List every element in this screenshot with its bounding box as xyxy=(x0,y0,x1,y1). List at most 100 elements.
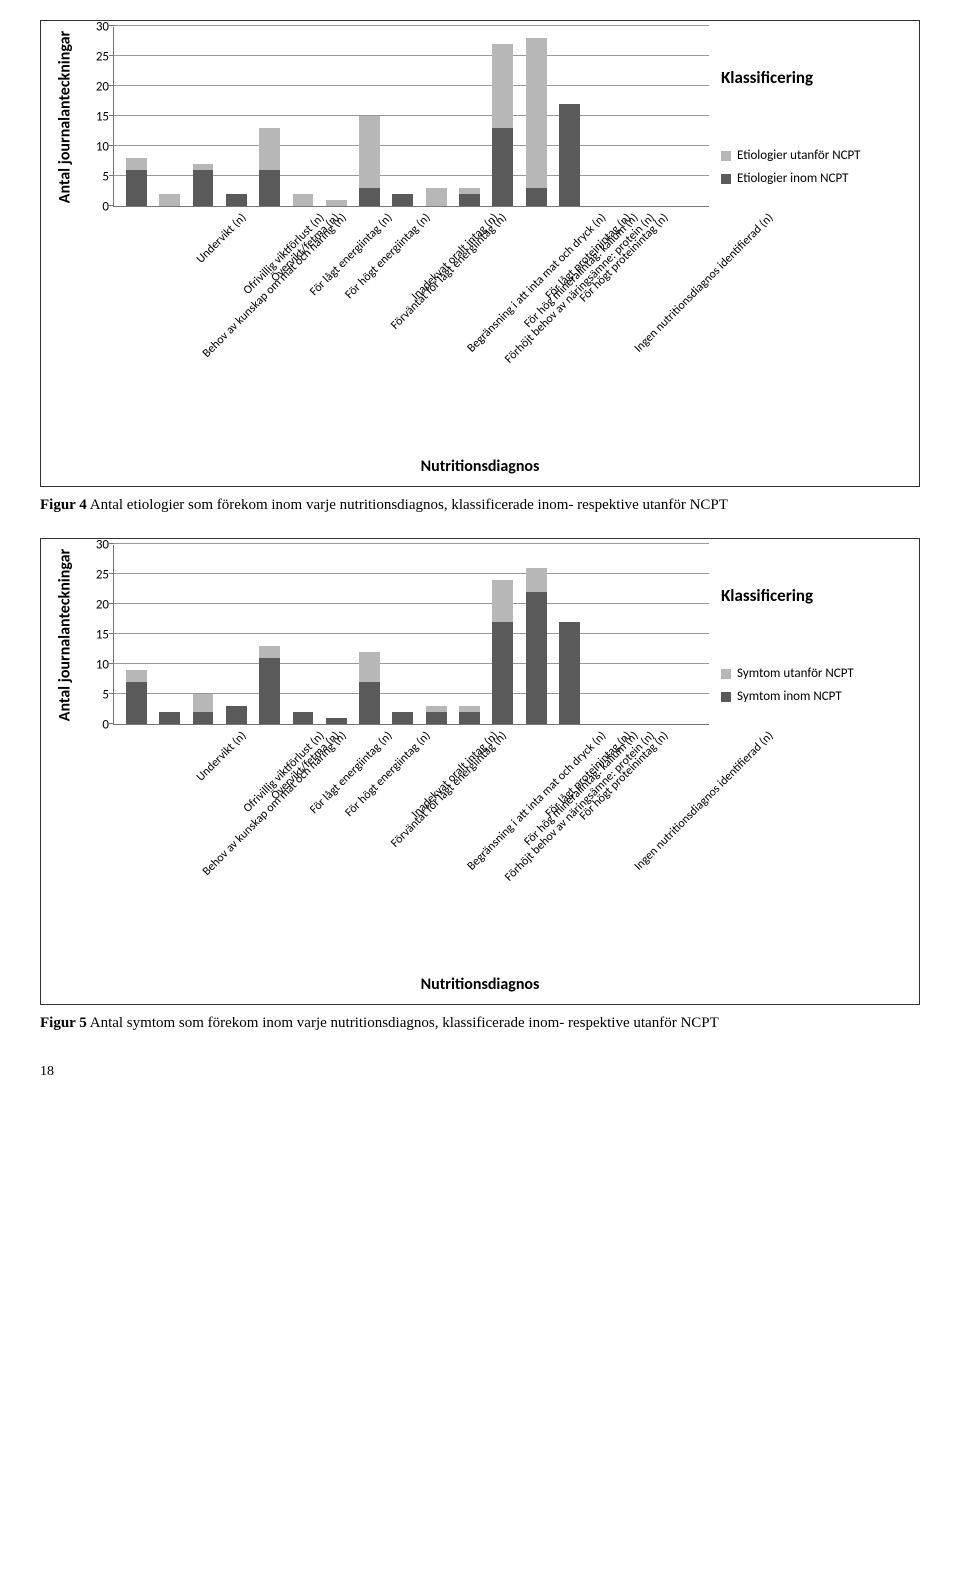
y-tick-label: 15 xyxy=(96,628,109,643)
bar xyxy=(492,44,513,206)
bar-segment-light xyxy=(193,164,214,170)
y-tickmark xyxy=(109,55,114,56)
caption-4: Figur 4 Antal etiologier som förekom ino… xyxy=(40,495,920,516)
bar xyxy=(293,712,314,724)
bar xyxy=(126,158,147,206)
bar-segment-dark xyxy=(259,170,280,206)
y-tick-label: 0 xyxy=(102,718,109,733)
bar-segment-dark xyxy=(459,712,480,724)
bar xyxy=(492,580,513,724)
bar xyxy=(326,718,347,724)
chart-5-plot-area xyxy=(113,545,709,725)
gridline xyxy=(114,633,709,634)
bar-segment-light xyxy=(359,116,380,188)
bar-segment-dark xyxy=(193,712,214,724)
y-tick-label: 30 xyxy=(96,20,109,35)
bar-segment-light xyxy=(526,38,547,188)
bar xyxy=(159,712,180,724)
legend-swatch xyxy=(721,692,731,702)
bar-segment-dark xyxy=(226,706,247,724)
y-tick-label: 25 xyxy=(96,50,109,65)
bar-segment-dark xyxy=(326,718,347,724)
y-tick-label: 10 xyxy=(96,658,109,673)
bar-segment-light xyxy=(259,128,280,170)
bar xyxy=(459,706,480,724)
y-tickmark xyxy=(109,603,114,604)
legend-label: Symtom utanför NCPT xyxy=(737,666,854,681)
bar xyxy=(559,622,580,724)
chart-5-plot-cell xyxy=(113,545,709,725)
bar-segment-light xyxy=(459,188,480,194)
bar-segment-dark xyxy=(492,128,513,206)
gridline xyxy=(114,115,709,116)
bar-segment-dark xyxy=(426,712,447,724)
gridline xyxy=(114,25,709,26)
bar xyxy=(359,116,380,206)
gridline xyxy=(114,543,709,544)
gridline xyxy=(114,663,709,664)
y-tickmark xyxy=(109,85,114,86)
chart-5-xlabel: Nutritionsdiagnos xyxy=(421,975,540,994)
bar xyxy=(259,646,280,724)
x-tick-label: Undervikt (n) xyxy=(194,211,249,266)
caption-5-text: Antal symtom som förekom inom varje nutr… xyxy=(87,1015,719,1031)
y-tick-label: 25 xyxy=(96,568,109,583)
chart-4-grid: Antal journalanteckningar 051015202530 K… xyxy=(51,27,909,476)
legend-item: Etiologier utanför NCPT xyxy=(721,148,909,163)
bar-segment-dark xyxy=(459,194,480,206)
legend-swatch xyxy=(721,669,731,679)
bar-segment-dark xyxy=(159,712,180,724)
y-tickmark xyxy=(109,543,114,544)
page-number: 18 xyxy=(40,1064,920,1080)
chart-5-xlabel-row: Nutritionsdiagnos xyxy=(51,975,909,994)
bar-segment-dark xyxy=(293,712,314,724)
chart-4-plot-area xyxy=(113,27,709,207)
caption-5-bold: Figur 5 xyxy=(40,1015,87,1031)
bar-segment-dark xyxy=(492,622,513,724)
bar-segment-dark xyxy=(226,194,247,206)
y-tickmark xyxy=(109,25,114,26)
bar-segment-light xyxy=(259,646,280,658)
bar-segment-dark xyxy=(259,658,280,724)
bar xyxy=(426,706,447,724)
y-tick-label: 20 xyxy=(96,80,109,95)
y-tick-label: 15 xyxy=(96,110,109,125)
bar-segment-light xyxy=(492,580,513,622)
bar xyxy=(459,188,480,206)
bar-segment-dark xyxy=(359,682,380,724)
bar xyxy=(326,200,347,206)
legend-item: Symtom inom NCPT xyxy=(721,689,909,704)
chart-4-xlabel: Nutritionsdiagnos xyxy=(421,457,540,476)
gridline xyxy=(114,85,709,86)
bar xyxy=(559,104,580,206)
legend-swatch xyxy=(721,174,731,184)
bar xyxy=(259,128,280,206)
y-tickmark xyxy=(109,205,114,206)
y-tick-label: 30 xyxy=(96,538,109,553)
chart-4-ylabel: Antal journalanteckningar xyxy=(56,31,75,203)
bar-segment-dark xyxy=(559,104,580,206)
bar xyxy=(426,188,447,206)
bar-segment-dark xyxy=(392,712,413,724)
page: Antal journalanteckningar 051015202530 K… xyxy=(0,0,960,1090)
bar xyxy=(193,164,214,206)
bar-segment-dark xyxy=(359,188,380,206)
bar-segment-light xyxy=(193,694,214,712)
chart-4-legend-title: Klassificering xyxy=(721,67,909,88)
bar-segment-light xyxy=(426,188,447,206)
bar xyxy=(226,706,247,724)
gridline xyxy=(114,55,709,56)
legend-label: Etiologier utanför NCPT xyxy=(737,148,861,163)
chart-4-plot-cell xyxy=(113,27,709,207)
chart-5-ylabel-cell: Antal journalanteckningar xyxy=(51,545,79,725)
bar-segment-dark xyxy=(126,682,147,724)
legend-label: Symtom inom NCPT xyxy=(737,689,842,704)
y-tick-label: 0 xyxy=(102,200,109,215)
chart-5-legend-title: Klassificering xyxy=(721,585,909,606)
bar-segment-dark xyxy=(193,170,214,206)
chart-5-grid: Antal journalanteckningar 051015202530 K… xyxy=(51,545,909,994)
y-tickmark xyxy=(109,663,114,664)
bar-segment-light xyxy=(293,194,314,206)
gridline xyxy=(114,145,709,146)
bar-segment-dark xyxy=(126,170,147,206)
